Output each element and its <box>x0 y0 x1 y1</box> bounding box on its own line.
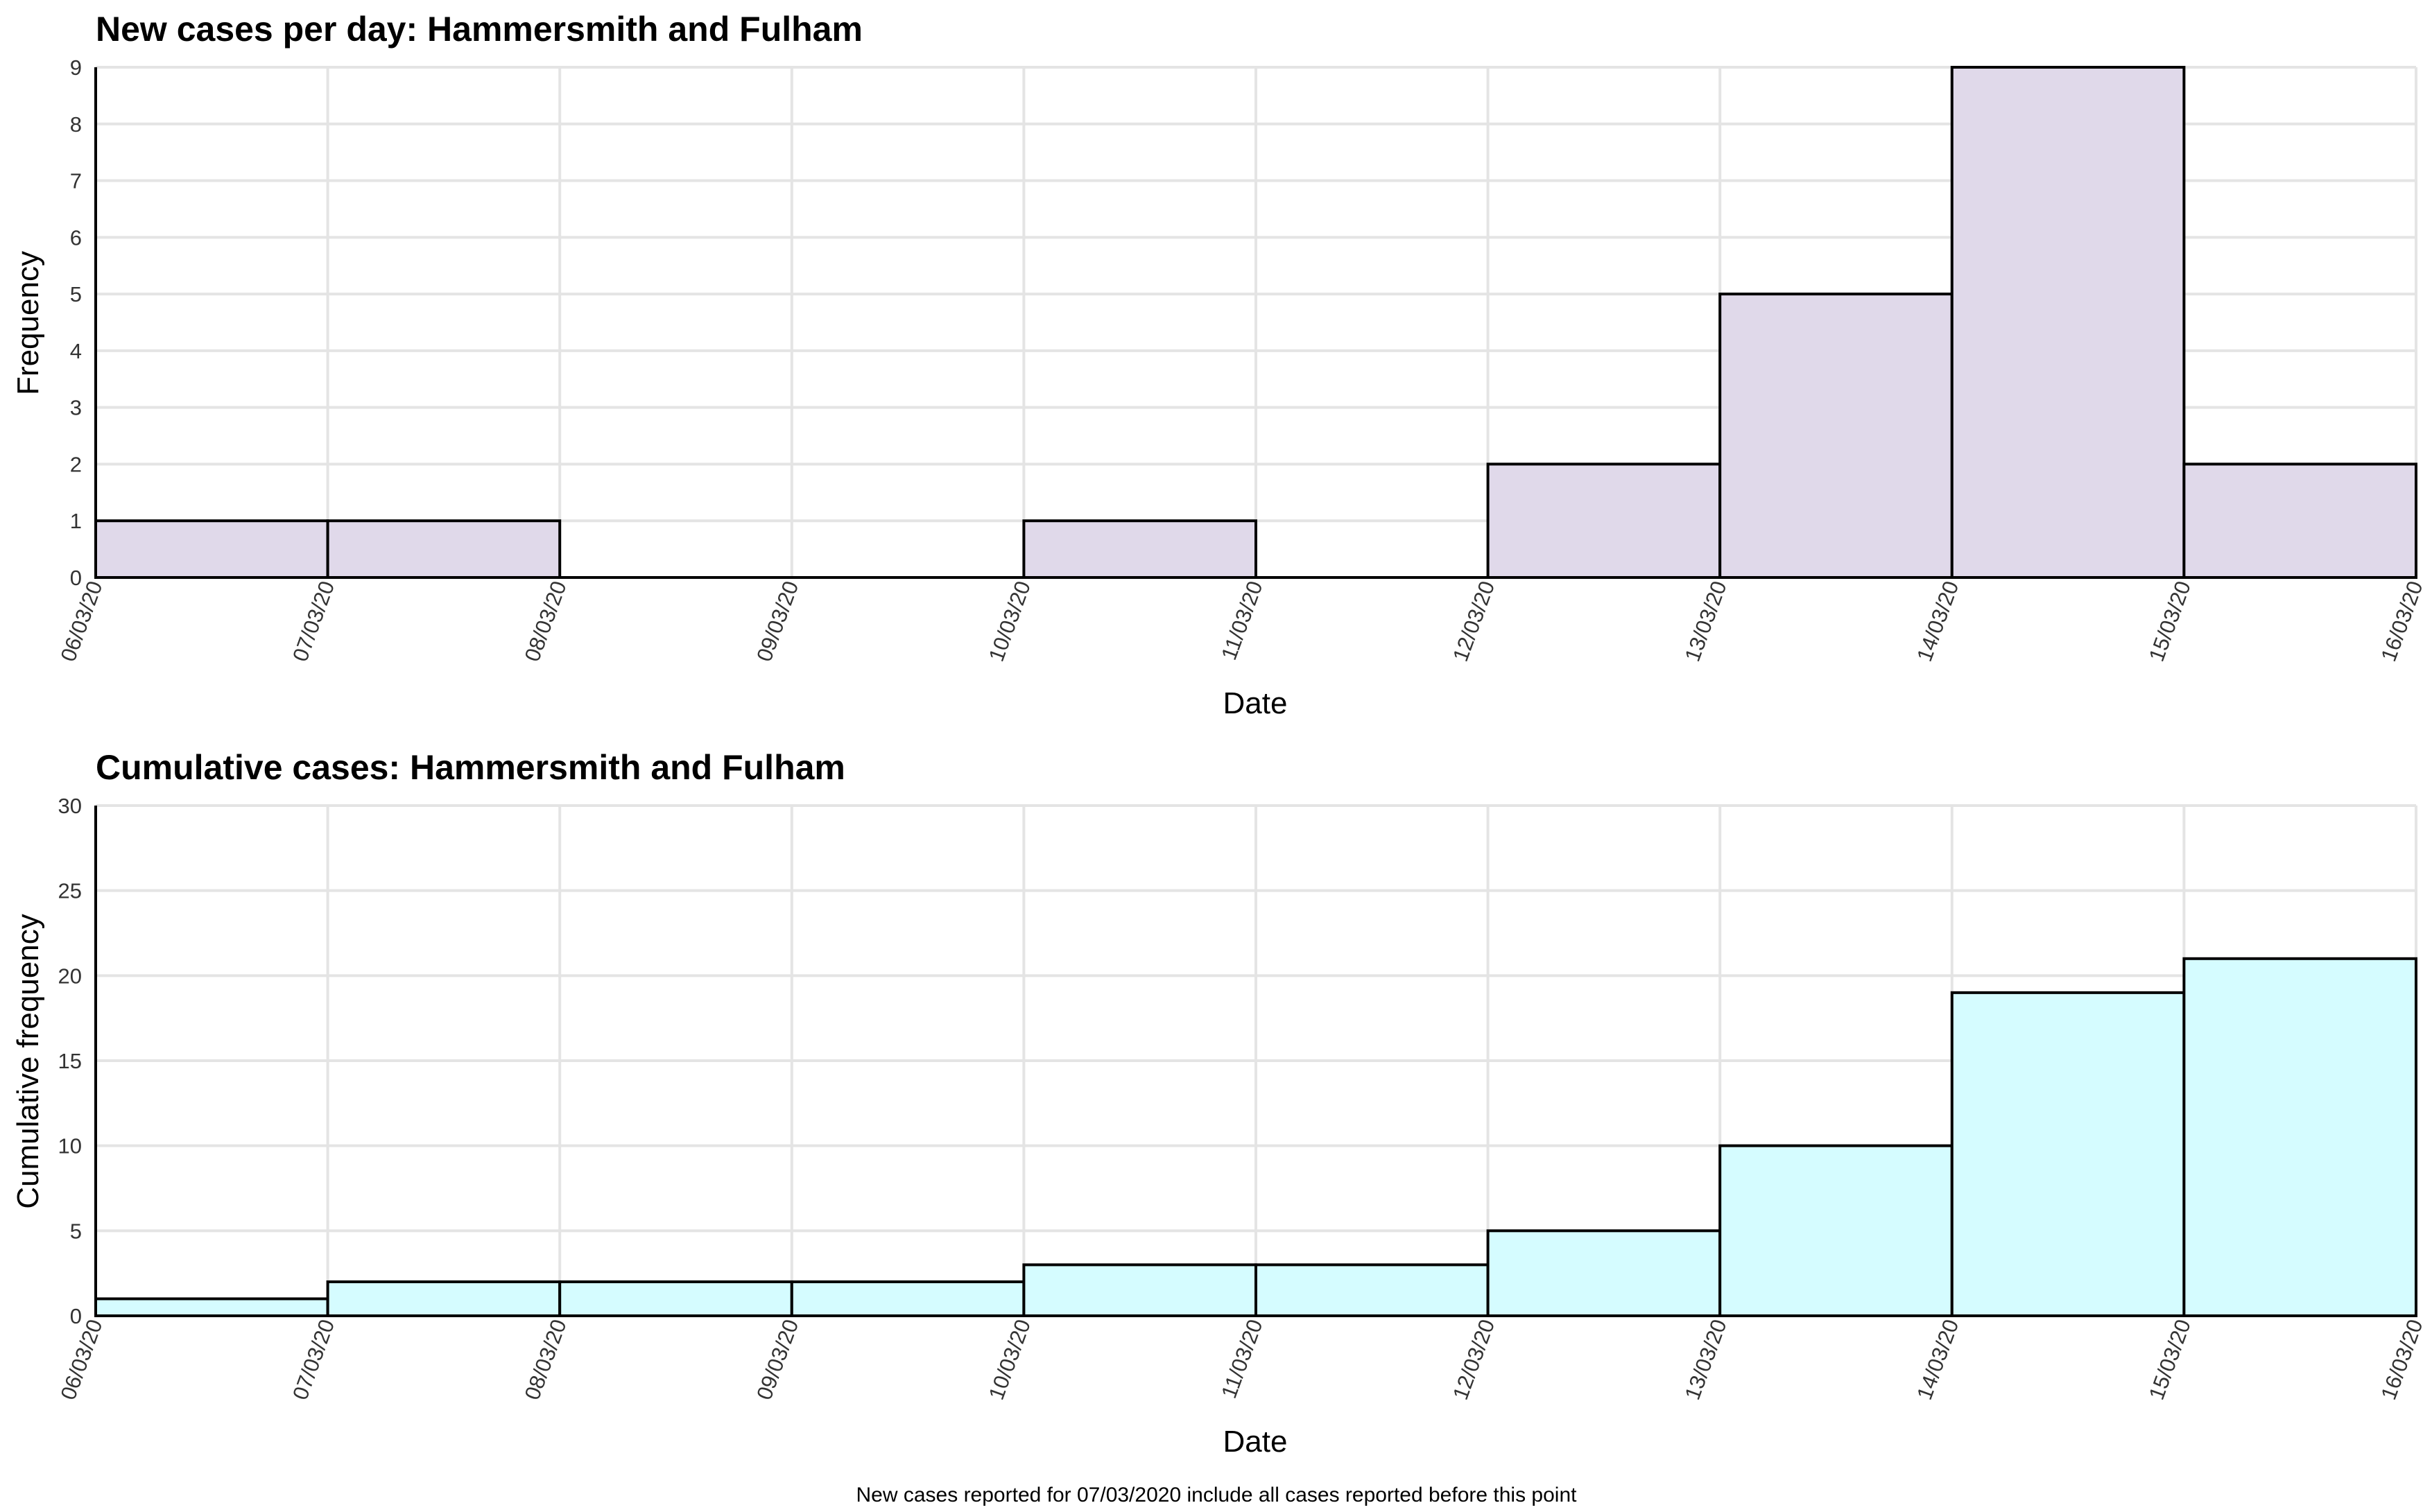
x-tick-label: 09/03/20 <box>752 1316 803 1402</box>
chart-title: Cumulative cases: Hammersmith and Fulham <box>96 748 845 787</box>
bar <box>94 1297 329 1318</box>
x-tick-label: 11/03/20 <box>1216 577 1267 663</box>
y-axis-label: Cumulative frequency <box>11 914 45 1209</box>
y-tick-label: 30 <box>58 794 82 818</box>
x-axis-label: Date <box>1223 686 1288 720</box>
bar <box>1486 1229 1722 1318</box>
y-tick-label: 15 <box>58 1049 82 1073</box>
x-tick-label: 15/03/20 <box>2144 577 2196 664</box>
y-tick-label: 5 <box>70 1219 82 1243</box>
bar <box>2182 957 2417 1318</box>
x-tick-label: 13/03/20 <box>1680 1316 1732 1402</box>
y-tick-label: 1 <box>70 509 82 533</box>
y-tick-label: 0 <box>70 566 82 590</box>
x-tick-label: 11/03/20 <box>1216 1316 1267 1401</box>
x-tick-label: 10/03/20 <box>984 577 1035 664</box>
y-tick-label: 9 <box>70 55 82 80</box>
y-tick-label: 25 <box>58 879 82 903</box>
panel-cumulative-cases: Cumulative cases: Hammersmith and Fulham… <box>11 748 2428 1459</box>
y-tick-label: 4 <box>70 339 82 363</box>
x-tick-label: 06/03/20 <box>55 577 107 664</box>
bar <box>1718 1144 1954 1317</box>
bar <box>1486 462 1722 580</box>
bar <box>1254 1263 1490 1318</box>
plot-area: 0 5 10 15 20 25 30 06/03/20 07/03/20 08/03/20 09/0… <box>55 794 2427 1403</box>
y-tick-label: 0 <box>70 1304 82 1328</box>
x-tick-label: 14/03/20 <box>1912 577 1963 664</box>
y-tick-label: 6 <box>70 225 82 250</box>
x-tick-label: 08/03/20 <box>520 577 571 664</box>
y-tick-label: 7 <box>70 169 82 193</box>
x-tick-label: 12/03/20 <box>1448 577 1499 664</box>
x-tick-label: 12/03/20 <box>1448 1316 1499 1402</box>
x-tick-label: 10/03/20 <box>984 1316 1035 1402</box>
bar <box>1950 991 2186 1318</box>
bar <box>1950 66 2186 579</box>
bar <box>1022 1263 1258 1318</box>
bar <box>2182 462 2417 580</box>
chart-title: New cases per day: Hammersmith and Fulha… <box>96 10 863 49</box>
bar <box>558 1280 793 1318</box>
footnote-caption: New cases reported for 07/03/2020 includ… <box>856 1484 1578 1506</box>
x-tick-label: 15/03/20 <box>2144 1316 2196 1402</box>
y-tick-label: 10 <box>58 1134 82 1158</box>
bar <box>790 1280 1026 1318</box>
bar <box>1718 293 1954 579</box>
bar <box>94 519 329 580</box>
panel-new-cases: New cases per day: Hammersmith and Fulha… <box>11 10 2428 720</box>
x-tick-label: 14/03/20 <box>1912 1316 1963 1402</box>
y-tick-label: 5 <box>70 282 82 306</box>
x-tick-label: 13/03/20 <box>1680 577 1732 664</box>
x-axis-label: Date <box>1223 1425 1288 1459</box>
x-tick-label: 16/03/20 <box>2376 577 2427 664</box>
x-tick-label: 08/03/20 <box>520 1316 571 1402</box>
x-tick-label: 06/03/20 <box>55 1316 107 1402</box>
x-tick-label: 07/03/20 <box>288 577 339 664</box>
y-tick-label: 20 <box>58 964 82 988</box>
bar <box>1022 519 1258 580</box>
x-tick-label: 09/03/20 <box>752 577 803 664</box>
bar <box>326 519 562 580</box>
plot-area: 0 1 2 3 4 5 6 7 8 9 06/03/20 07/03/20 08/03/20 09/03/… <box>55 55 2427 665</box>
x-tick-label: 16/03/20 <box>2376 1316 2427 1402</box>
y-axis-label: Frequency <box>11 251 45 395</box>
bar <box>326 1280 562 1318</box>
y-tick-label: 8 <box>70 112 82 137</box>
y-tick-label: 3 <box>70 396 82 420</box>
y-tick-label: 2 <box>70 452 82 476</box>
x-tick-label: 07/03/20 <box>288 1316 339 1402</box>
